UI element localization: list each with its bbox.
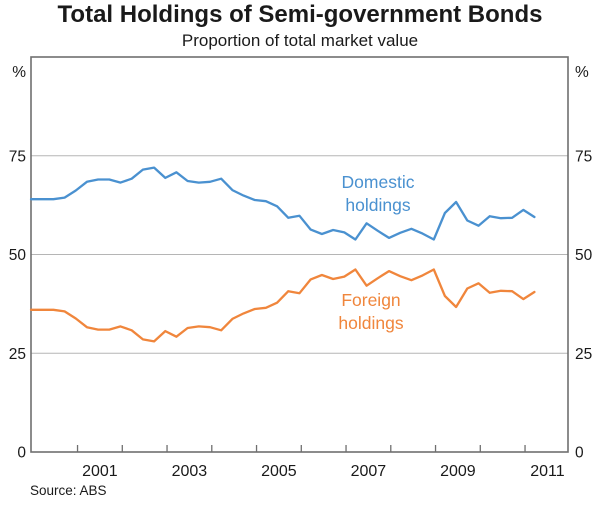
series-label-foreign: Foreign holdings [291,289,451,335]
plot-frame [30,56,569,453]
y-tick-label-left-75: 75 [9,148,26,165]
series-label-domestic: Domestic holdings [298,171,458,217]
source-note: Source: ABS [30,483,107,498]
y-tick-label-right-50: 50 [575,247,593,264]
chart-title: Total Holdings of Semi-government Bonds [57,1,543,28]
line-foreign-holdings [29,268,536,343]
series-label-foreign-line2: holdings [338,313,404,333]
y-tick-label-right-0: 0 [575,445,584,462]
x-tick-label-2001: 2001 [82,463,118,480]
y-tick-label-left-25: 25 [9,346,26,363]
series-label-foreign-line1: Foreign [341,290,401,310]
x-tick-label-2011: 2011 [530,463,565,480]
series-label-domestic-line1: Domestic [341,172,415,192]
y-tick-label-left-50: 50 [9,247,27,264]
x-tick-label-2003: 2003 [172,463,208,480]
y-tick-label-right-75: 75 [575,148,592,165]
x-tick-label-2005: 2005 [261,463,297,480]
y-tick-label-left-0: 0 [17,445,26,462]
chart-subtitle: Proportion of total market value [181,31,419,50]
x-tick-label-2007: 2007 [351,463,387,480]
y-axis-unit-left: % [12,64,26,81]
series-label-domestic-line2: holdings [345,195,411,215]
y-tick-label-right-25: 25 [575,346,592,363]
line-domestic-holdings [29,166,536,241]
x-tick-label-2009: 2009 [440,463,476,480]
y-axis-unit-right: % [575,64,589,81]
